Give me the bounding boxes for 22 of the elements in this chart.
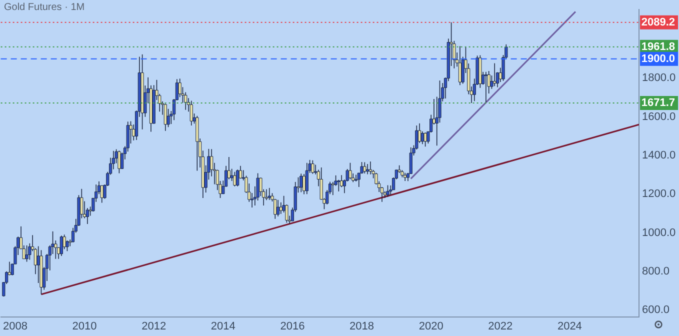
x-tick-label: 2022 — [488, 320, 513, 332]
x-tick-label: 2012 — [142, 320, 166, 332]
ref-line-label: 2089.2 — [641, 16, 675, 28]
chart-title: Gold Futures · 1M — [4, 2, 85, 13]
ref-line-label: 1671.7 — [641, 97, 675, 110]
ref-line-label: 1961.8 — [641, 40, 675, 53]
x-tick-label: 2008 — [2, 320, 28, 332]
x-tick-label: 2010 — [72, 320, 97, 332]
ref-line-label: 1900.0 — [641, 52, 675, 65]
x-tick-label: 2014 — [210, 320, 236, 332]
y-tick-label: 600.0 — [642, 304, 670, 316]
y-tick-label: 1800.0 — [642, 72, 676, 84]
y-tick-label: 1600.0 — [642, 110, 676, 123]
y-tick-label: 800.0 — [642, 265, 670, 278]
y-tick-label: 1400.0 — [642, 150, 676, 162]
x-tick-label: 2020 — [418, 320, 444, 332]
y-tick-label: 1000.0 — [642, 226, 676, 239]
x-tick-label: 2018 — [350, 320, 374, 332]
candlestick — [40, 250, 43, 295]
y-tick-label: 1200.0 — [642, 188, 676, 200]
x-tick-label: 2024 — [557, 320, 582, 332]
x-tick-label: 2016 — [280, 320, 305, 332]
